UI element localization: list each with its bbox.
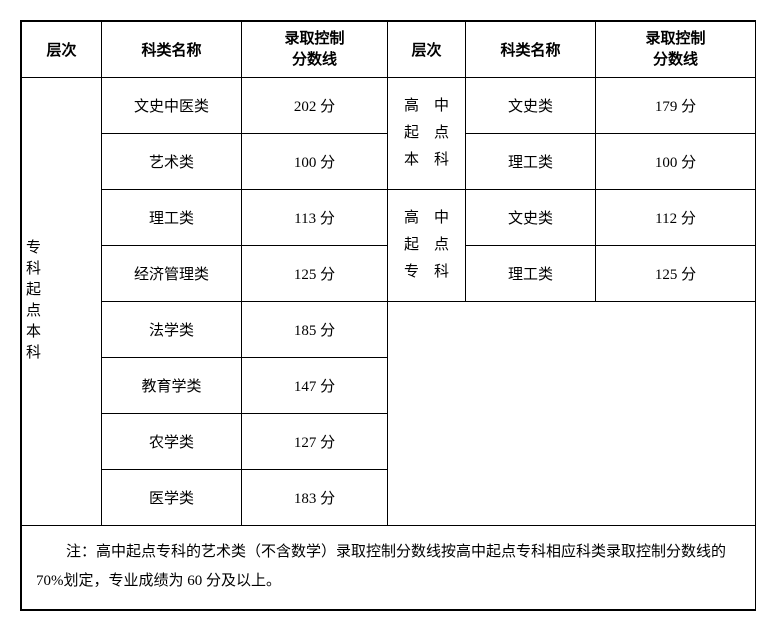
left-category: 教育学类 [102,358,242,414]
right-category: 文史类 [466,190,596,246]
right-level-cell-1: 高 中 起 点 本 科 [388,78,466,190]
left-category: 法学类 [102,302,242,358]
left-score: 113 分 [242,190,388,246]
left-score: 183 分 [242,470,388,526]
right-level-cell-2: 高 中 起 点 专 科 [388,190,466,302]
header-score-1: 录取控制分数线 [242,22,388,78]
right-level-label-2: 高 中 起 点 专 科 [388,205,465,286]
header-level-1: 层次 [22,22,102,78]
left-score: 127 分 [242,414,388,470]
empty-region [388,302,756,526]
left-category: 理工类 [102,190,242,246]
table-row: 专科起点本科 文史中医类 202 分 高 中 起 点 本 科 文史类 179 分 [22,78,756,134]
right-category: 文史类 [466,78,596,134]
header-category-2: 科类名称 [466,22,596,78]
right-category: 理工类 [466,134,596,190]
right-category: 理工类 [466,246,596,302]
right-score: 112 分 [596,190,756,246]
note-text: 注：高中起点专科的艺术类（不含数学）录取控制分数线按高中起点专科相应科类录取控制… [36,544,726,589]
header-level-2: 层次 [388,22,466,78]
left-score: 202 分 [242,78,388,134]
left-level-label: 专科起点本科 [22,239,43,365]
left-level-cell: 专科起点本科 [22,78,102,526]
table-row: 法学类 185 分 [22,302,756,358]
score-table: 层次 科类名称 录取控制分数线 层次 科类名称 录取控制分数线 专科起点本科 文… [21,21,756,610]
note-cell: 注：高中起点专科的艺术类（不含数学）录取控制分数线按高中起点专科相应科类录取控制… [22,526,756,610]
right-level-label-1: 高 中 起 点 本 科 [388,93,465,174]
left-score: 185 分 [242,302,388,358]
left-category: 医学类 [102,470,242,526]
left-score: 147 分 [242,358,388,414]
left-category: 经济管理类 [102,246,242,302]
table-row: 理工类 113 分 高 中 起 点 专 科 文史类 112 分 [22,190,756,246]
right-score: 179 分 [596,78,756,134]
note-row: 注：高中起点专科的艺术类（不含数学）录取控制分数线按高中起点专科相应科类录取控制… [22,526,756,610]
left-score: 125 分 [242,246,388,302]
left-score: 100 分 [242,134,388,190]
left-category: 艺术类 [102,134,242,190]
right-score: 100 分 [596,134,756,190]
header-score-2: 录取控制分数线 [596,22,756,78]
header-row: 层次 科类名称 录取控制分数线 层次 科类名称 录取控制分数线 [22,22,756,78]
right-score: 125 分 [596,246,756,302]
left-category: 农学类 [102,414,242,470]
left-category: 文史中医类 [102,78,242,134]
admission-score-table: 层次 科类名称 录取控制分数线 层次 科类名称 录取控制分数线 专科起点本科 文… [20,20,756,611]
header-category-1: 科类名称 [102,22,242,78]
